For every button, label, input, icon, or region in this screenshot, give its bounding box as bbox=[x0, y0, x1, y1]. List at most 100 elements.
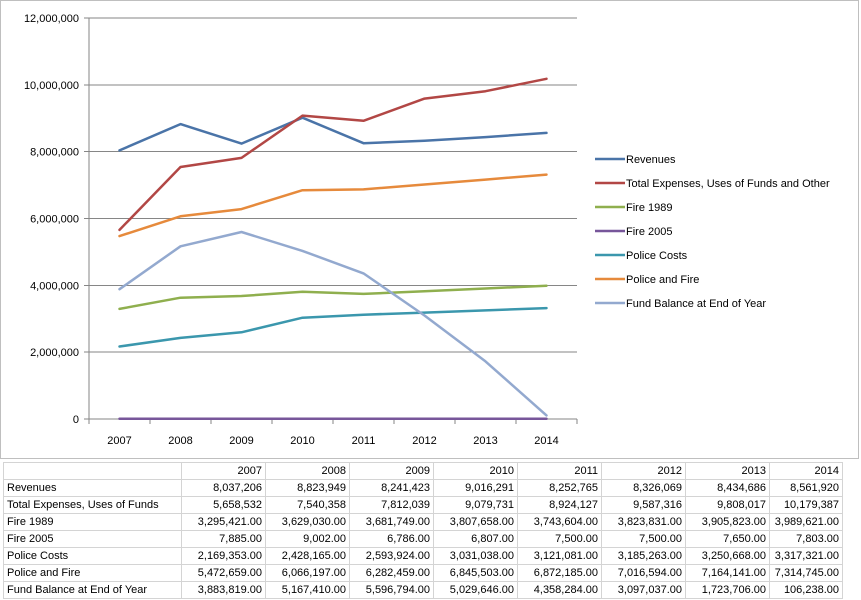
value-cell: 3,250,668.00 bbox=[685, 547, 770, 565]
value-cell: 3,295,421.00 bbox=[181, 513, 266, 531]
row-label-cell: Fund Balance at End of Year bbox=[3, 581, 182, 599]
value-cell: 7,500.00 bbox=[517, 530, 602, 548]
value-cell: 7,885.00 bbox=[181, 530, 266, 548]
value-cell: 6,845,503.00 bbox=[433, 564, 518, 582]
table-header: 2007 2008 2009 2010 2011 2012 2013 2014 bbox=[3, 462, 843, 480]
value-cell: 8,561,920 bbox=[769, 479, 843, 497]
value-cell: 7,540,358 bbox=[265, 496, 350, 514]
value-cell: 8,434,686 bbox=[685, 479, 770, 497]
row-label-cell: Fire 2005 bbox=[3, 530, 182, 548]
value-cell: 3,743,604.00 bbox=[517, 513, 602, 531]
value-cell: 5,596,794.00 bbox=[349, 581, 434, 599]
y-tick-label: 10,000,000 bbox=[24, 80, 79, 92]
series-line-police-and-fire bbox=[118, 173, 548, 238]
value-cell: 8,037,206 bbox=[181, 479, 266, 497]
value-cell: 6,807.00 bbox=[433, 530, 518, 548]
value-cell: 8,823,949 bbox=[265, 479, 350, 497]
gridlines bbox=[89, 17, 577, 420]
y-tick-label: 12,000,000 bbox=[24, 13, 79, 25]
value-cell: 8,326,069 bbox=[601, 479, 686, 497]
legend: Revenues Total Expenses, Uses of Funds an… bbox=[595, 154, 830, 310]
value-cell: 5,658,532 bbox=[181, 496, 266, 514]
legend-label: Fire 1989 bbox=[626, 202, 672, 214]
year-header-cell: 2012 bbox=[601, 462, 686, 480]
value-cell: 3,823,831.00 bbox=[601, 513, 686, 531]
value-cell: 8,241,423 bbox=[349, 479, 434, 497]
y-tick-label: 6,000,000 bbox=[30, 214, 79, 226]
x-tick-label: 2007 bbox=[107, 435, 131, 447]
value-cell: 3,905,823.00 bbox=[685, 513, 770, 531]
year-header-cell: 2010 bbox=[433, 462, 518, 480]
value-cell: 7,016,594.00 bbox=[601, 564, 686, 582]
table-row: Police and Fire 5,472,659.00 6,066,197.00 6… bbox=[3, 564, 843, 582]
value-cell: 2,593,924.00 bbox=[349, 547, 434, 565]
y-tick-label: 2,000,000 bbox=[30, 347, 79, 359]
series-line-fund-balance-at-end-of-year bbox=[118, 230, 548, 417]
value-cell: 3,097,037.00 bbox=[601, 581, 686, 599]
x-tick-label: 2009 bbox=[229, 435, 253, 447]
value-cell: 3,681,749.00 bbox=[349, 513, 434, 531]
value-cell: 3,121,081.00 bbox=[517, 547, 602, 565]
table-body: Revenues 8,037,206 8,823,949 8,241,423 9,016… bbox=[3, 479, 843, 599]
value-cell: 106,238.00 bbox=[769, 581, 843, 599]
line-chart: 0 2,000,000 4,000,000 6,000,000 8,000,000 10,… bbox=[24, 13, 830, 447]
x-tick-label: 2010 bbox=[290, 435, 314, 447]
value-cell: 3,883,819.00 bbox=[181, 581, 266, 599]
value-cell: 5,167,410.00 bbox=[265, 581, 350, 599]
year-header-cell: 2011 bbox=[517, 462, 602, 480]
table-header-row: 2007 2008 2009 2010 2011 2012 2013 2014 bbox=[3, 462, 843, 480]
value-cell: 10,179,387 bbox=[769, 496, 843, 514]
value-cell: 5,029,646.00 bbox=[433, 581, 518, 599]
legend-label: Police Costs bbox=[626, 250, 688, 262]
value-cell: 3,031,038.00 bbox=[433, 547, 518, 565]
value-cell: 9,808,017 bbox=[685, 496, 770, 514]
value-cell: 7,803.00 bbox=[769, 530, 843, 548]
series-line-total-expenses-uses-of-funds-and-other bbox=[118, 77, 548, 232]
x-tick-label: 2008 bbox=[168, 435, 192, 447]
legend-label: Revenues bbox=[626, 154, 676, 166]
x-tick-label: 2012 bbox=[412, 435, 436, 447]
value-cell: 3,185,263.00 bbox=[601, 547, 686, 565]
table-row: Police Costs 2,169,353.00 2,428,165.00 2,59… bbox=[3, 547, 843, 565]
row-label-cell: Revenues bbox=[3, 479, 182, 497]
legend-label: Fund Balance at End of Year bbox=[626, 298, 766, 310]
chart-area: 0 2,000,000 4,000,000 6,000,000 8,000,000 10,… bbox=[0, 0, 859, 459]
data-table: 2007 2008 2009 2010 2011 2012 2013 2014 Revenue… bbox=[3, 462, 843, 599]
series-lines bbox=[118, 77, 548, 421]
year-header-cell: 2013 bbox=[685, 462, 770, 480]
year-header-cell: 2009 bbox=[349, 462, 434, 480]
series-line-fire-1989 bbox=[118, 284, 548, 311]
value-cell: 3,629,030.00 bbox=[265, 513, 350, 531]
table-row: Fund Balance at End of Year 3,883,819.00 5… bbox=[3, 581, 843, 599]
value-cell: 8,252,765 bbox=[517, 479, 602, 497]
value-cell: 2,169,353.00 bbox=[181, 547, 266, 565]
value-cell: 7,164,141.00 bbox=[685, 564, 770, 582]
table-row: Total Expenses, Uses of Funds 5,658,532 7,… bbox=[3, 496, 843, 514]
table-corner-cell bbox=[3, 462, 182, 480]
row-label-cell: Fire 1989 bbox=[3, 513, 182, 531]
value-cell: 6,066,197.00 bbox=[265, 564, 350, 582]
axes: 0 2,000,000 4,000,000 6,000,000 8,000,000 10,… bbox=[24, 13, 578, 447]
y-tick-label: 0 bbox=[73, 414, 79, 426]
value-cell: 5,472,659.00 bbox=[181, 564, 266, 582]
row-label-cell: Total Expenses, Uses of Funds bbox=[3, 496, 182, 514]
row-label-cell: Police and Fire bbox=[3, 564, 182, 582]
value-cell: 3,989,621.00 bbox=[769, 513, 843, 531]
table-row: Fire 1989 3,295,421.00 3,629,030.00 3,681,7… bbox=[3, 513, 843, 531]
x-tick-label: 2014 bbox=[534, 435, 558, 447]
value-cell: 8,924,127 bbox=[517, 496, 602, 514]
year-header-cell: 2014 bbox=[769, 462, 843, 480]
value-cell: 7,650.00 bbox=[685, 530, 770, 548]
value-cell: 3,807,658.00 bbox=[433, 513, 518, 531]
series-line-revenues bbox=[118, 116, 548, 152]
value-cell: 9,002.00 bbox=[265, 530, 350, 548]
value-cell: 3,317,321.00 bbox=[769, 547, 843, 565]
value-cell: 6,282,459.00 bbox=[349, 564, 434, 582]
x-tick-label: 2011 bbox=[352, 435, 376, 447]
table-row: Fire 2005 7,885.00 9,002.00 6,786.00 6,807.0… bbox=[3, 530, 843, 548]
value-cell: 2,428,165.00 bbox=[265, 547, 350, 565]
x-tick-label: 2013 bbox=[473, 435, 497, 447]
legend-label: Police and Fire bbox=[626, 274, 699, 286]
value-cell: 7,812,039 bbox=[349, 496, 434, 514]
y-tick-label: 8,000,000 bbox=[30, 147, 79, 159]
